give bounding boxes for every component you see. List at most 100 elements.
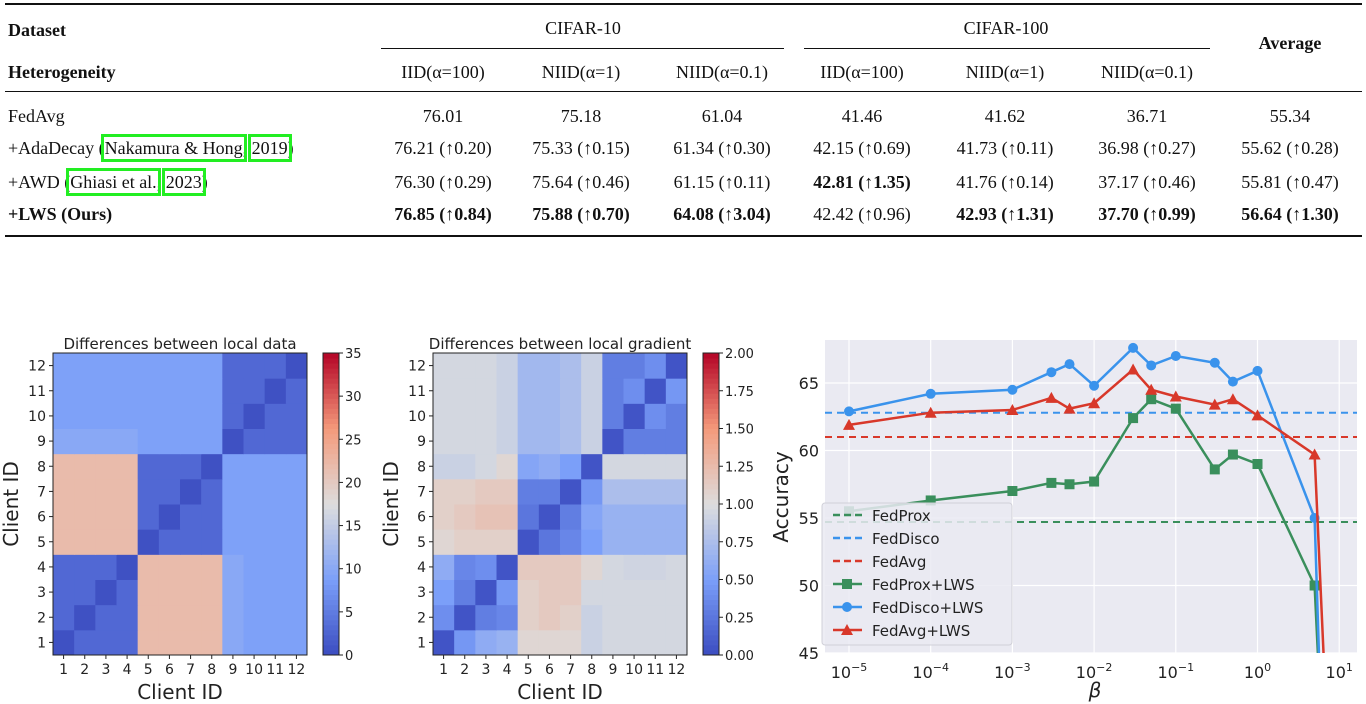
table-cell: 55.62 (↑0.28)	[1241, 138, 1339, 158]
table-cell: 75.18	[560, 106, 602, 126]
heatmap-cell	[222, 604, 244, 631]
citation-link[interactable]: 2023	[161, 168, 206, 196]
colorbar-segment	[323, 468, 339, 475]
heatmap-cell	[158, 378, 181, 404]
heatmap-cell	[180, 353, 202, 379]
heatmap-cell	[538, 529, 561, 555]
heatmap-cell	[496, 403, 519, 429]
y-tick-label: 8	[417, 459, 426, 475]
heatmap-cell	[243, 604, 266, 631]
triangle-marker	[1169, 390, 1182, 402]
colorbar-tick-label: 35	[345, 347, 362, 362]
heatmap-cell	[517, 604, 540, 631]
colorbar-segment	[703, 483, 719, 490]
y-tick-label: 50	[799, 577, 819, 596]
heatmap-cell	[433, 504, 455, 530]
colorbar-segment	[323, 498, 339, 505]
heatmap-cell	[602, 554, 624, 580]
column-header: NIID(α=1)	[541, 62, 621, 82]
series-line-fedavg-lws	[848, 367, 1325, 653]
x-tick-label: 4	[503, 662, 512, 678]
colorbar-segment	[323, 358, 339, 364]
colorbar-segment	[323, 473, 339, 480]
heatmap-cell	[602, 604, 624, 631]
heatmap-cell	[201, 529, 223, 555]
heatmap-cell	[623, 478, 646, 505]
colorbar-segment	[323, 514, 339, 520]
heatmap-cell	[137, 579, 160, 606]
citation-link[interactable]: 2019	[247, 134, 292, 162]
colorbar-segment	[323, 393, 339, 399]
heatmap-cell	[158, 529, 181, 555]
table-cell: 64.08 (↑3.04)	[673, 204, 771, 224]
colorbar-tick-label: 30	[345, 390, 362, 405]
colorbar-tick-label: 15	[345, 520, 362, 535]
circle-marker	[1227, 376, 1238, 387]
citation-link[interactable]: Ghiasi et al.	[66, 168, 161, 196]
heatmap-cell	[665, 478, 688, 505]
heatmap-cell	[116, 428, 139, 455]
y-tick-label: 11	[408, 384, 426, 400]
triangle-marker	[1045, 391, 1058, 403]
colorbar-segment	[323, 363, 339, 369]
table-cell: 41.76 (↑0.14)	[956, 172, 1054, 192]
y-tick-label: 3	[37, 585, 46, 601]
square-marker	[1007, 486, 1018, 496]
circle-marker	[1209, 357, 1220, 368]
heatmap-cell	[475, 478, 497, 505]
heatmap-cell	[623, 403, 646, 429]
heatmap-cell	[53, 504, 75, 530]
heatmap-cell	[602, 453, 624, 480]
tick-exponent: 1	[1346, 661, 1353, 674]
colorbar-segment	[703, 589, 719, 596]
heatmap-cell	[285, 478, 308, 505]
heatmap-cell	[180, 529, 202, 555]
heatmap-cell	[222, 554, 244, 580]
square-marker	[1089, 476, 1100, 487]
colorbar-segment	[703, 393, 719, 399]
heatmap-cell	[53, 604, 75, 631]
heatmap-cell	[602, 428, 624, 455]
colorbar-segment	[703, 529, 719, 535]
legend-label: FedAvg+LWS	[872, 622, 970, 640]
heatmap-cell	[53, 629, 75, 656]
circle-marker	[1007, 384, 1018, 395]
heatmap-cell	[285, 579, 308, 606]
y-tick-label: 45	[799, 644, 819, 663]
group-header-cifar100: CIFAR-100	[963, 18, 1049, 38]
heatmap-cell	[623, 604, 646, 631]
table-cell: 37.17 (↑0.46)	[1098, 172, 1196, 192]
heatmap-cell	[665, 604, 688, 631]
triangle-marker	[843, 418, 855, 430]
column-header: IID(α=100)	[401, 62, 485, 82]
x-tick-label: 9	[228, 662, 237, 678]
heatmap-cell	[222, 453, 244, 480]
table-cell: 56.64 (↑1.30)	[1241, 204, 1339, 224]
heatmap-cell	[180, 453, 202, 480]
heterogeneity-header: Heterogeneity	[8, 62, 116, 82]
colorbar-segment	[323, 624, 339, 631]
heatmap-cell	[623, 353, 646, 379]
heatmap-cell	[285, 529, 308, 555]
citation-link[interactable]: Nakamura & Hong	[100, 134, 247, 162]
heatmap-cell	[243, 504, 266, 530]
colorbar-tick-label: 0.50	[725, 574, 754, 589]
heatmap-cell	[644, 579, 667, 606]
colorbar-segment	[323, 524, 339, 530]
colorbar-segment	[323, 483, 339, 490]
table-cell: 37.70 (↑0.99)	[1098, 204, 1196, 224]
heatmap-cell	[285, 504, 308, 530]
heatmap-cell	[243, 353, 266, 379]
colorbar-segment	[323, 398, 339, 404]
circle-marker	[844, 406, 854, 417]
colorbar-segment	[323, 453, 339, 460]
circle-marker	[1089, 380, 1100, 391]
y-axis-label: Accuracy	[769, 451, 793, 542]
heatmap-cell	[180, 554, 202, 580]
colorbar-segment	[703, 604, 719, 611]
heatmap-cell	[180, 504, 202, 530]
heatmap-cell	[74, 478, 96, 505]
colorbar-segment	[703, 433, 719, 440]
colorbar-segment	[703, 624, 719, 631]
